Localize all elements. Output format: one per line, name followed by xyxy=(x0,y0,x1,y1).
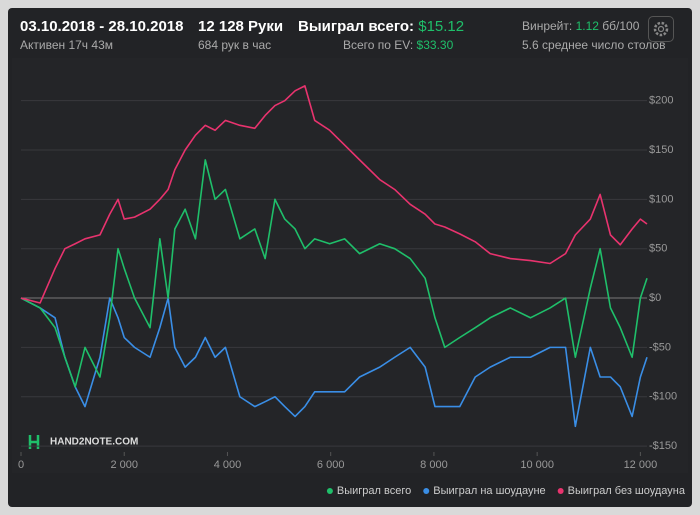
legend-marker xyxy=(557,488,564,494)
legend-label: Выиграл без шоудауна xyxy=(568,485,686,497)
x-tick-label: 2 000 xyxy=(110,459,138,471)
watermark: HAND2NOTE.COM xyxy=(50,437,138,448)
series-line xyxy=(20,159,648,388)
y-tick-label: $0 xyxy=(649,292,661,304)
y-tick-label: $50 xyxy=(649,243,667,255)
x-tick-label: 10 000 xyxy=(520,459,554,471)
watermark-logo xyxy=(28,435,40,449)
y-tick-label: $200 xyxy=(649,95,673,107)
won-label: Выиграл всего: xyxy=(298,18,415,35)
series-line xyxy=(20,297,648,428)
x-tick-label: 0 xyxy=(18,459,24,471)
legend-label: Выиграл на шоудауне xyxy=(433,485,545,497)
x-tick-label: 6 000 xyxy=(317,459,345,471)
ev-total: Всего по EV: $33.30 xyxy=(343,38,453,52)
series-line xyxy=(20,85,648,304)
winrate-value: 1.12 xyxy=(575,19,599,33)
won-value: $15.12 xyxy=(418,18,465,35)
legend-marker xyxy=(326,488,333,494)
date-range: 03.10.2018 - 28.10.2018 xyxy=(20,18,184,35)
y-tick-label: -$150 xyxy=(649,440,677,452)
x-tick-label: 4 000 xyxy=(214,459,242,471)
legend-label: Выиграл всего xyxy=(337,485,411,497)
won-total: Выиграл всего: $15.12 xyxy=(298,18,464,35)
winrate-label: Винрейт: xyxy=(522,19,573,33)
settings-button[interactable] xyxy=(648,16,674,42)
plot-background xyxy=(12,58,688,473)
hands-per-hour: 684 рук в час xyxy=(198,38,272,52)
x-tick-label: 12 000 xyxy=(624,459,658,471)
y-tick-label: $100 xyxy=(649,193,673,205)
gear-icon xyxy=(653,21,669,37)
ev-label: Всего по EV: xyxy=(343,38,414,52)
legend-marker xyxy=(423,488,430,494)
winrate-unit: бб/100 xyxy=(602,19,640,33)
y-tick-label: -$100 xyxy=(649,391,677,403)
y-tick-label: -$50 xyxy=(649,341,671,353)
avg-tables: 5.6 среднее число столов xyxy=(522,38,666,52)
active-time: Активен 17ч 43м xyxy=(20,38,113,52)
y-tick-label: $150 xyxy=(649,144,673,156)
ev-value: $33.30 xyxy=(416,38,454,52)
hands: 12 128 Руки xyxy=(198,18,284,35)
winrate: Винрейт: 1.12 бб/100 xyxy=(522,19,639,33)
x-tick-label: 8 000 xyxy=(420,459,448,471)
